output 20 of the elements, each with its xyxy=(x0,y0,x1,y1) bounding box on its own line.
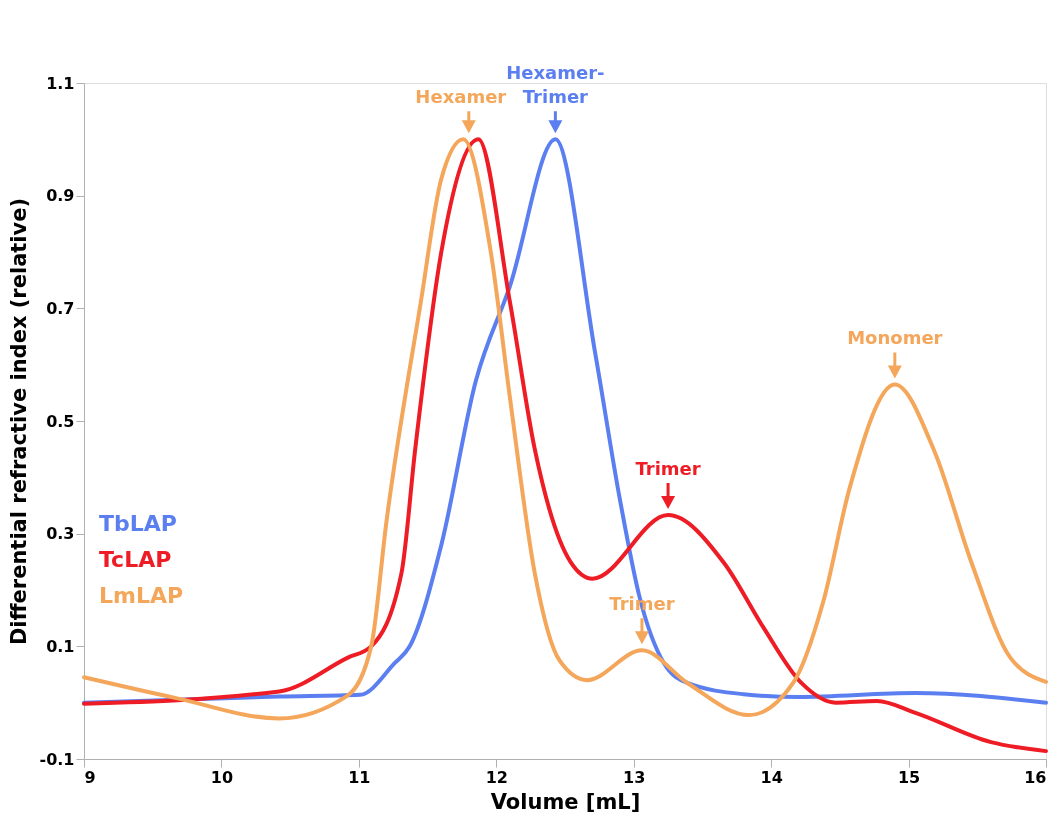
y-tick-label: 0.7 xyxy=(46,298,75,318)
x-tick-label: 12 xyxy=(485,767,508,787)
x-tick-label: 14 xyxy=(760,767,783,787)
y-tick-label: 0.1 xyxy=(46,636,75,656)
x-tick-label: 10 xyxy=(210,767,234,787)
text: TbLAP xyxy=(99,511,177,536)
y-tick-label: 0.5 xyxy=(46,411,75,431)
x-tick-label: 13 xyxy=(623,767,646,787)
y-tick-label: 1.1 xyxy=(46,73,75,93)
x-tick-label: 9 xyxy=(84,767,96,787)
y-tick-label: 0.3 xyxy=(46,524,75,544)
x-axis-title: Volume [mL] xyxy=(490,789,641,814)
y-tick-label: 0.9 xyxy=(46,186,75,206)
text: LmLAP xyxy=(99,583,184,608)
text: TcLAP xyxy=(99,547,172,572)
y-axis-title: Differential refractive index (relative) xyxy=(6,197,31,646)
x-tick-label: 11 xyxy=(348,767,371,787)
x-tick-label: 16 xyxy=(1024,767,1047,787)
y-tick-label: -0.1 xyxy=(39,749,75,769)
x-tick-label: 15 xyxy=(897,767,921,787)
